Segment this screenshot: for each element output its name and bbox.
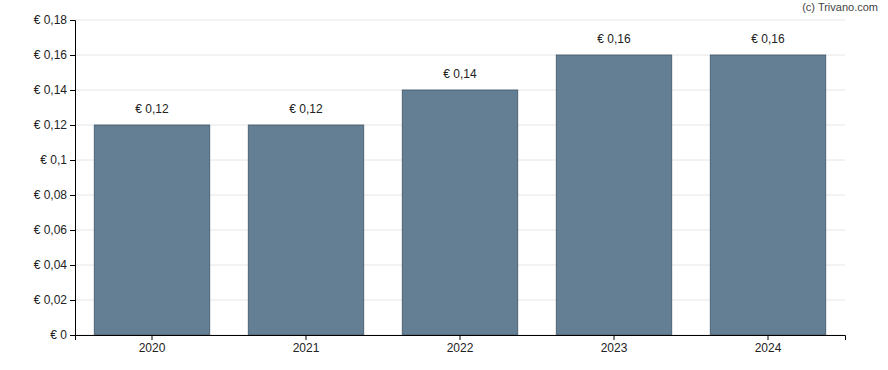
y-tick-label: € 0,08 [34,188,68,202]
bars [94,55,826,335]
y-tick-label: € 0,18 [34,13,68,27]
credit: (c) Trivano.com [802,1,878,13]
x-tick-label: 2024 [755,341,782,355]
y-tick-label: € 0,04 [34,258,68,272]
y-tick-mark [70,90,75,91]
y-tick-label: € 0,12 [34,118,68,132]
x-axis: 2020 2021 2022 2023 2024 [76,335,846,355]
x-tick-mark [614,335,615,340]
y-tick: € 0,14 [34,83,75,97]
y-tick: € 0,02 [34,293,75,307]
y-tick-mark [70,195,75,196]
x-axis-line [76,336,846,341]
data-label: € 0,12 [289,102,323,116]
grid-line [75,20,845,21]
bar [248,125,364,335]
y-tick: € 0,16 [34,48,75,62]
y-tick-mark [70,20,75,21]
data-label: € 0,16 [597,32,631,46]
y-tick-label: € 0 [50,328,67,342]
y-tick: € 0,08 [34,188,75,202]
x-tick-mark [460,335,461,340]
bar [94,125,210,335]
x-tick-label: 2023 [601,341,628,355]
bar [710,55,826,335]
y-tick-label: € 0,16 [34,48,68,62]
x-tick: 2023 [601,335,628,355]
y-tick-mark [70,265,75,266]
x-tick-mark [306,335,307,340]
grid [75,20,845,335]
y-tick: € 0,12 [34,118,75,132]
data-label: € 0,12 [135,102,169,116]
y-tick: € 0,1 [40,153,75,167]
bar [402,90,518,335]
x-tick-label: 2022 [447,341,474,355]
bar [556,55,672,335]
data-labels: € 0,12 € 0,12 € 0,14 € 0,16 € 0,16 [135,32,785,116]
plot: € 0€ 0,02€ 0,04€ 0,06€ 0,08€ 0,1€ 0,12€ … [34,13,846,354]
y-tick-mark [70,55,75,56]
x-tick-mark [152,335,153,340]
y-tick: € 0,06 [34,223,75,237]
y-tick-mark [70,230,75,231]
y-tick-mark [70,300,75,301]
y-axis: € 0 € 0,02 € 0,04 € 0,06 € 0,08 € 0,1 € 0,12 € … [34,13,76,342]
x-tick: 2022 [447,335,474,355]
x-tick-label: 2021 [293,341,320,355]
y-tick-label: € 0,06 [34,223,68,237]
y-tick: € 0 [50,328,75,342]
y-tick: € 0,18 [34,13,75,27]
x-tick: 2020 [139,335,166,355]
y-tick-mark [70,125,75,126]
y-tick-mark [70,335,75,336]
x-tick-label: 2020 [139,341,166,355]
data-label: € 0,16 [751,32,785,46]
y-tick-mark [70,160,75,161]
x-tick: 2021 [293,335,320,355]
chart: € 0€ 0,02€ 0,04€ 0,06€ 0,08€ 0,1€ 0,12€ … [0,0,888,370]
y-tick-label: € 0,02 [34,293,68,307]
x-tick-mark [768,335,769,340]
x-tick: 2024 [755,335,782,355]
y-tick-label: € 0,14 [34,83,68,97]
y-tick: € 0,04 [34,258,75,272]
y-tick-label: € 0,1 [40,153,67,167]
data-label: € 0,14 [443,67,477,81]
y-axis-line [70,21,76,336]
